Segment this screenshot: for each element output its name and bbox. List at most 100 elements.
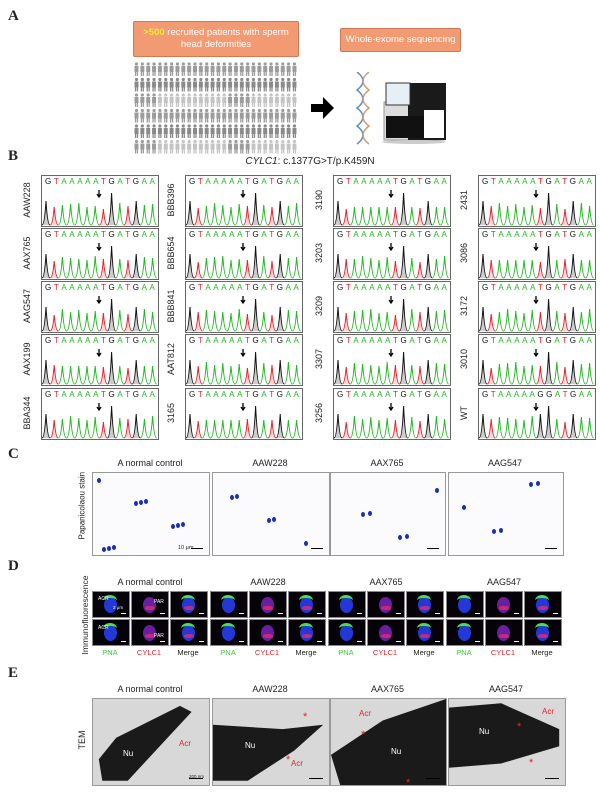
trace-peak (275, 306, 285, 332)
sample-label: AAG547 (22, 288, 32, 324)
base-call: A (221, 283, 227, 292)
trace-peak (115, 309, 125, 332)
defect-star: * (517, 721, 522, 733)
trace-peak (202, 419, 211, 439)
base-call: A (522, 336, 528, 345)
trace-peak (210, 419, 219, 439)
base-call: T (125, 283, 131, 292)
base-call: A (506, 283, 512, 292)
trace-peak (334, 306, 343, 332)
base-call: A (530, 283, 536, 292)
trace-peak (82, 419, 92, 439)
trace-peak (275, 413, 285, 439)
trace-peak (42, 253, 51, 279)
sperm-cell (230, 495, 234, 500)
patients-box: >500 recruited patients with sperm head … (133, 21, 299, 57)
trace-peak (267, 206, 277, 226)
base-call: A (369, 283, 375, 292)
scale-bar (160, 641, 165, 642)
trace-peak (527, 364, 537, 385)
base-call: A (93, 336, 99, 345)
trace-peak (202, 361, 211, 385)
base-call: A (213, 390, 219, 399)
trace-peak (503, 362, 512, 385)
base-call: A (578, 390, 585, 399)
trace-peak (218, 311, 228, 332)
trace-peak (186, 200, 195, 226)
base-call: G (546, 390, 553, 399)
e-ylabel: TEM (77, 730, 87, 750)
trace-peak (131, 200, 141, 226)
base-call: A (506, 177, 512, 186)
base-call: G (482, 283, 489, 292)
trace-peak (251, 405, 261, 439)
trace-peak (374, 365, 384, 385)
sperm-cell (304, 541, 308, 546)
base-call: A (261, 283, 267, 292)
scale-bar (121, 613, 126, 614)
trace-plot (42, 190, 157, 226)
trace-peak (423, 306, 433, 332)
base-call: A (409, 283, 415, 292)
trace-peak (399, 192, 409, 226)
sperm-nucleus (331, 699, 446, 785)
base-call: T (197, 230, 203, 239)
base-call: A (514, 177, 520, 186)
trace-peak (511, 203, 521, 226)
trace-peak (123, 418, 133, 439)
panel-label-c: C (8, 446, 19, 462)
base-call: G (132, 390, 139, 399)
defect-star: * (406, 777, 411, 786)
trace-peak (423, 200, 433, 226)
trace-peak (210, 310, 219, 332)
base-call: T (245, 230, 250, 239)
e-title: AAW228 (252, 684, 288, 694)
trace-peak (560, 366, 570, 385)
trace-peak (267, 260, 277, 279)
trace-peak (148, 311, 157, 332)
base-call: A (554, 230, 560, 239)
sperm-nucleus (213, 724, 324, 781)
trace-peak (226, 365, 236, 385)
channel-label: Merge (295, 648, 317, 657)
base-call: T (53, 390, 59, 399)
trace-peak (544, 405, 554, 439)
base-call: A (293, 390, 299, 399)
trace-peak (536, 413, 545, 439)
trace-peak (49, 419, 59, 439)
trace-peak (399, 405, 409, 439)
trace-peak (342, 421, 351, 439)
base-call: G (189, 177, 196, 186)
scale-bar (191, 547, 203, 549)
trace-peak (358, 418, 367, 439)
base-call: A (522, 177, 528, 186)
trace-peak (140, 256, 149, 279)
base-call: A (377, 336, 383, 345)
trace-peak (423, 359, 433, 385)
base-call: A (361, 230, 367, 239)
trace-peak (366, 416, 376, 439)
defect-star: * (529, 757, 534, 769)
trace-peak (50, 314, 59, 332)
trace-peak (382, 311, 392, 332)
base-call: T (490, 336, 496, 345)
trace-peak (552, 203, 562, 226)
trace-peak (358, 255, 367, 279)
trace-peak (234, 203, 244, 226)
base-call: G (132, 283, 139, 292)
trace-peak (479, 359, 488, 385)
trace-peak (479, 306, 488, 332)
base-call: T (245, 177, 250, 186)
sample-label: BBB654 (166, 236, 176, 270)
acrosome (339, 623, 353, 634)
base-call: G (276, 283, 283, 292)
trace-peak (148, 365, 157, 385)
fluorescence-image (249, 591, 287, 618)
trace-peak (243, 418, 252, 439)
